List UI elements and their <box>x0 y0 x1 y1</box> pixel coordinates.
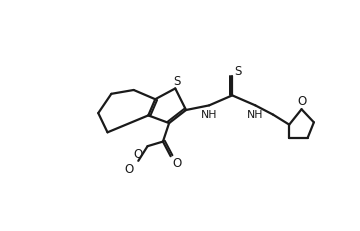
Text: NH: NH <box>247 109 264 119</box>
Text: O: O <box>172 156 181 169</box>
Text: S: S <box>173 75 180 88</box>
Text: O: O <box>134 148 143 161</box>
Text: O: O <box>125 162 134 175</box>
Text: O: O <box>297 95 306 108</box>
Text: S: S <box>235 65 242 78</box>
Text: NH: NH <box>201 109 217 119</box>
